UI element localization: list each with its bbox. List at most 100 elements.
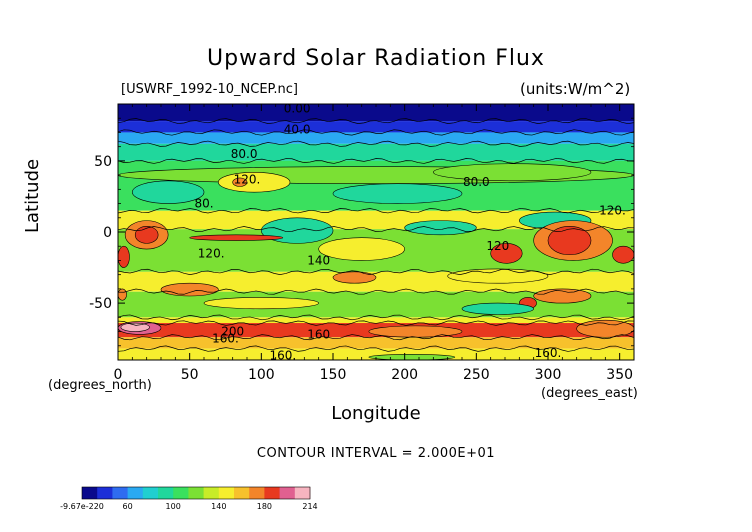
contour-label: 80.0 — [231, 147, 258, 161]
colorbar: -9.67e-220 60 100 140 180 214 — [60, 486, 318, 511]
colorbar-swatch — [158, 487, 174, 499]
flux-band-11 — [118, 337, 634, 349]
colorbar-tick-label: 214 — [302, 502, 317, 511]
x-tick-label: 50 — [181, 367, 199, 383]
flux-band-1 — [118, 121, 634, 133]
x-tick-label: 300 — [535, 367, 562, 383]
colorbar-swatch — [294, 487, 311, 499]
y-axis-unit: (degrees_north) — [48, 378, 152, 393]
colorbar-swatch — [218, 487, 235, 499]
contour-line-11 — [118, 334, 634, 341]
colorbar-swatch — [249, 487, 265, 499]
colorbar-tick-label: 100 — [166, 502, 181, 511]
contour-label: 160 — [307, 327, 330, 341]
flux-patch-18 — [160, 282, 219, 297]
flux-band-2 — [118, 132, 634, 144]
contour-label: 200 — [221, 325, 244, 339]
flux-band-12 — [118, 348, 634, 360]
contour-label: 140 — [307, 253, 330, 267]
flux-patch-27 — [120, 322, 150, 332]
x-tick-label: 350 — [606, 367, 633, 383]
contour-line-7 — [118, 268, 634, 275]
flux-band-9 — [118, 317, 634, 324]
flux-patch-13 — [547, 226, 592, 256]
flux-patch-24 — [203, 297, 319, 310]
flux-patch-10 — [134, 226, 159, 244]
contour-line-6 — [118, 226, 634, 233]
colorbar-swatch — [264, 487, 281, 499]
colorbar-swatch — [173, 487, 189, 499]
contour-line-9 — [118, 314, 634, 321]
contour-line-2 — [118, 129, 634, 136]
flux-patch-29 — [576, 319, 634, 338]
plot-area — [118, 104, 634, 360]
contour-label: 160. — [212, 332, 239, 346]
contour-line-4 — [118, 158, 634, 164]
colorbar-tick-label: 140 — [211, 502, 226, 511]
flux-patch-5 — [232, 177, 248, 187]
contour-label: 40.0 — [284, 123, 311, 137]
contour-label: 120. — [198, 246, 225, 260]
x-tick-label: 200 — [391, 367, 418, 383]
x-tick-label: 150 — [320, 367, 347, 383]
flux-patch-2 — [332, 183, 463, 204]
flux-band-0 — [118, 104, 634, 122]
colorbar-swatch — [188, 487, 205, 499]
contour-line-8 — [118, 288, 634, 295]
axes-frame: 0 50 100 150 200 250 300 350 50 0 -50 — [89, 103, 635, 383]
chart-title: Upward Solar Radiation Flux — [207, 46, 545, 71]
flux-patch-19 — [332, 271, 377, 284]
contour-line-5 — [118, 208, 634, 214]
y-tick-label: -50 — [89, 296, 112, 312]
contour-label: 120. — [599, 204, 626, 218]
flux-patch-22 — [118, 288, 127, 301]
colorbar-tick-label: -9.67e-220 — [60, 502, 104, 511]
x-axis-unit: (degrees_east) — [541, 386, 638, 401]
colorbar-swatch — [127, 487, 144, 499]
contour-line-12 — [118, 345, 634, 352]
flux-patch-25 — [461, 302, 534, 315]
colorbar-swatch — [142, 487, 159, 499]
x-tick-label: 100 — [248, 367, 275, 383]
y-tick-label: 50 — [94, 154, 112, 170]
units-label: (units:W/m^2) — [520, 80, 631, 98]
contour-interval: CONTOUR INTERVAL = 2.000E+01 — [256, 446, 496, 461]
colorbar-tick-label: 180 — [257, 502, 272, 511]
flux-patch-15 — [612, 245, 634, 264]
flux-patch-3 — [433, 163, 592, 182]
x-tick-label: 0 — [114, 367, 123, 383]
contour-line-3 — [118, 140, 634, 147]
contour-labels: 0.00 40.0 80.0 120. 80.0 80. 120. 120. 140 120 200… — [194, 101, 626, 363]
x-tick-label: 250 — [463, 367, 490, 383]
colorbar-swatch — [279, 487, 296, 499]
contour-label: 120 — [486, 239, 509, 253]
x-axis-title: Longitude — [331, 403, 421, 424]
colorbar-swatch — [203, 487, 220, 499]
flux-patch-16 — [118, 245, 130, 268]
y-tick-label: 0 — [103, 225, 112, 241]
flux-band-3 — [118, 143, 634, 161]
flux-patch-30 — [368, 354, 456, 360]
colorbar-swatch — [82, 487, 98, 499]
colorbar-swatch — [112, 487, 129, 499]
flux-patch-14 — [490, 243, 523, 264]
contour-label: 120. — [234, 172, 261, 186]
flux-patch-1 — [132, 180, 205, 204]
colorbar-swatch — [97, 487, 113, 499]
contour-label: 160. — [269, 349, 296, 363]
flux-band-5 — [118, 210, 634, 230]
contour-line-1 — [118, 118, 634, 125]
flux-patch-11 — [189, 234, 284, 241]
colorbar-border — [81, 486, 311, 500]
contour-label: 80.0 — [463, 175, 490, 189]
contour-label: 160. — [535, 346, 562, 360]
flux-patch-17 — [318, 237, 405, 261]
contour-line-10 — [118, 320, 634, 326]
colorbar-tick-label: 60 — [123, 502, 133, 511]
contour-label: 80. — [194, 197, 213, 211]
contour-label: 0.00 — [284, 101, 311, 115]
flux-patch-7 — [404, 220, 477, 236]
colorbar-swatch — [234, 487, 250, 499]
y-axis-title: Latitude — [22, 158, 43, 233]
